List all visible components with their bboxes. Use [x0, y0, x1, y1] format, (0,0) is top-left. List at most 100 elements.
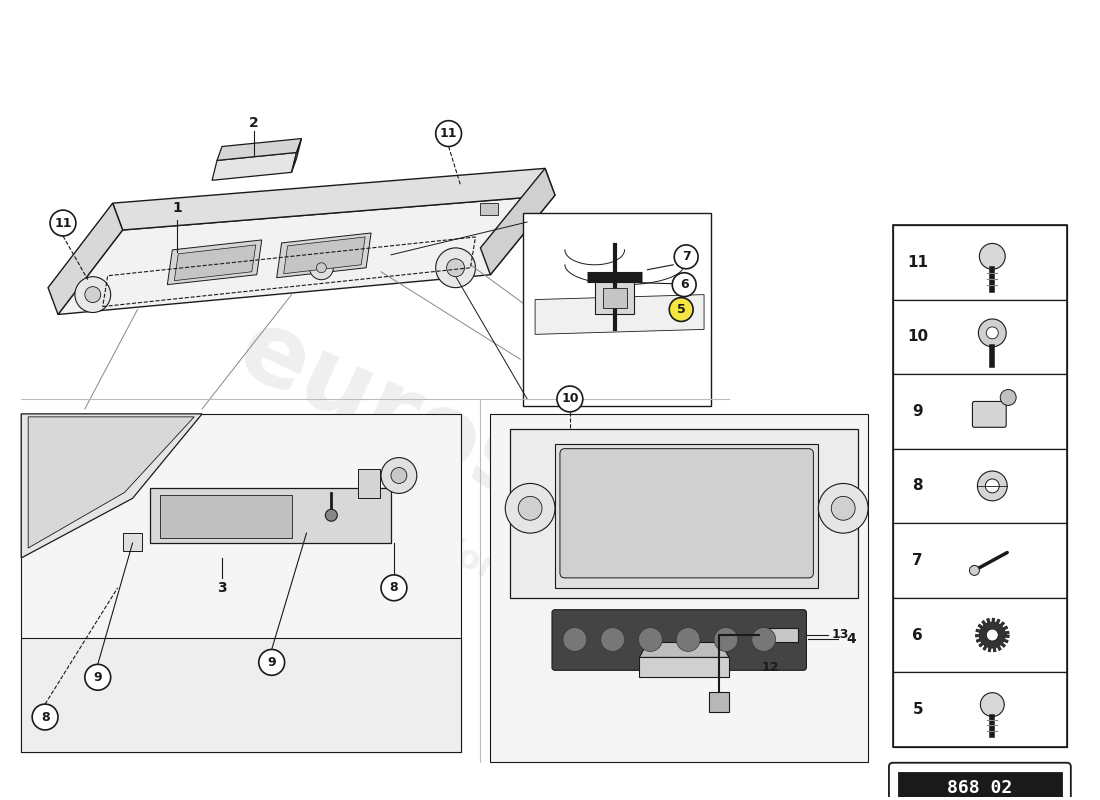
Circle shape — [1000, 390, 1016, 406]
Circle shape — [505, 483, 556, 533]
Polygon shape — [639, 642, 729, 658]
Polygon shape — [535, 294, 704, 334]
Circle shape — [75, 277, 111, 313]
Polygon shape — [167, 240, 262, 285]
FancyBboxPatch shape — [560, 449, 813, 578]
Text: 8: 8 — [41, 710, 50, 723]
Circle shape — [969, 566, 979, 575]
Bar — [905, 786, 998, 798]
Polygon shape — [639, 658, 729, 678]
Bar — [481, 203, 498, 215]
Circle shape — [518, 496, 542, 520]
Circle shape — [50, 210, 76, 236]
Circle shape — [676, 627, 700, 651]
Text: 9: 9 — [267, 656, 276, 669]
Bar — [893, 225, 1067, 299]
Polygon shape — [905, 794, 998, 800]
Text: 2: 2 — [249, 116, 258, 130]
Polygon shape — [481, 168, 556, 274]
Circle shape — [563, 627, 586, 651]
Text: eurospares: eurospares — [223, 301, 837, 656]
Circle shape — [32, 704, 58, 730]
Polygon shape — [556, 444, 818, 588]
Polygon shape — [174, 245, 256, 281]
Circle shape — [979, 243, 1005, 270]
Text: 4: 4 — [846, 633, 856, 646]
Bar — [893, 225, 1067, 747]
Circle shape — [978, 319, 1006, 346]
FancyBboxPatch shape — [552, 610, 806, 670]
Polygon shape — [710, 692, 729, 712]
Circle shape — [669, 298, 693, 322]
Circle shape — [978, 471, 1008, 501]
Bar — [893, 523, 1067, 598]
Polygon shape — [212, 153, 297, 180]
Circle shape — [390, 467, 407, 483]
Polygon shape — [29, 417, 195, 548]
Circle shape — [85, 664, 111, 690]
Text: 7: 7 — [682, 250, 691, 263]
Polygon shape — [277, 233, 371, 278]
Text: 5: 5 — [676, 303, 685, 316]
Circle shape — [980, 693, 1004, 717]
Text: 10: 10 — [561, 393, 579, 406]
Bar — [122, 533, 143, 551]
Polygon shape — [151, 489, 390, 543]
Circle shape — [326, 510, 338, 522]
Circle shape — [986, 479, 999, 493]
Circle shape — [317, 262, 327, 273]
Polygon shape — [510, 429, 858, 598]
Text: 6: 6 — [680, 278, 689, 291]
Polygon shape — [112, 168, 556, 230]
Text: 8: 8 — [389, 582, 398, 594]
Text: 868 02: 868 02 — [947, 778, 1012, 797]
Circle shape — [714, 627, 738, 651]
Text: 11: 11 — [54, 217, 72, 230]
Text: 5: 5 — [912, 702, 923, 717]
Polygon shape — [491, 414, 868, 762]
Polygon shape — [21, 414, 461, 752]
Circle shape — [309, 256, 333, 280]
Circle shape — [638, 627, 662, 651]
Text: 9: 9 — [94, 670, 102, 684]
Circle shape — [674, 245, 698, 269]
Circle shape — [447, 259, 464, 277]
Polygon shape — [217, 138, 301, 161]
Polygon shape — [21, 414, 202, 558]
Circle shape — [381, 575, 407, 601]
Text: 11: 11 — [908, 254, 928, 270]
Bar — [898, 772, 1062, 800]
FancyBboxPatch shape — [524, 213, 711, 406]
Circle shape — [987, 327, 999, 339]
Text: 8: 8 — [912, 478, 923, 494]
Bar — [893, 598, 1067, 672]
Text: 7: 7 — [912, 553, 923, 568]
Circle shape — [85, 286, 101, 302]
Circle shape — [436, 248, 475, 288]
Bar — [893, 449, 1067, 523]
Text: 6: 6 — [912, 627, 923, 642]
Text: 1: 1 — [173, 201, 183, 215]
Bar — [359, 469, 380, 498]
Bar — [893, 672, 1067, 747]
Text: a passion for parts since 1985: a passion for parts since 1985 — [266, 453, 794, 722]
Polygon shape — [48, 203, 122, 314]
Bar — [595, 280, 635, 314]
Circle shape — [601, 627, 625, 651]
Polygon shape — [759, 627, 799, 642]
Circle shape — [258, 650, 285, 675]
Circle shape — [672, 273, 696, 297]
FancyBboxPatch shape — [889, 762, 1070, 800]
Circle shape — [818, 483, 868, 533]
Bar — [603, 288, 627, 307]
Polygon shape — [284, 237, 365, 274]
Circle shape — [987, 629, 999, 641]
Circle shape — [436, 121, 462, 146]
Bar — [893, 299, 1067, 374]
Text: 12: 12 — [761, 661, 779, 674]
Polygon shape — [58, 195, 556, 314]
Text: 3: 3 — [217, 581, 227, 595]
Circle shape — [381, 458, 417, 494]
Text: 10: 10 — [908, 330, 928, 344]
Circle shape — [557, 386, 583, 412]
